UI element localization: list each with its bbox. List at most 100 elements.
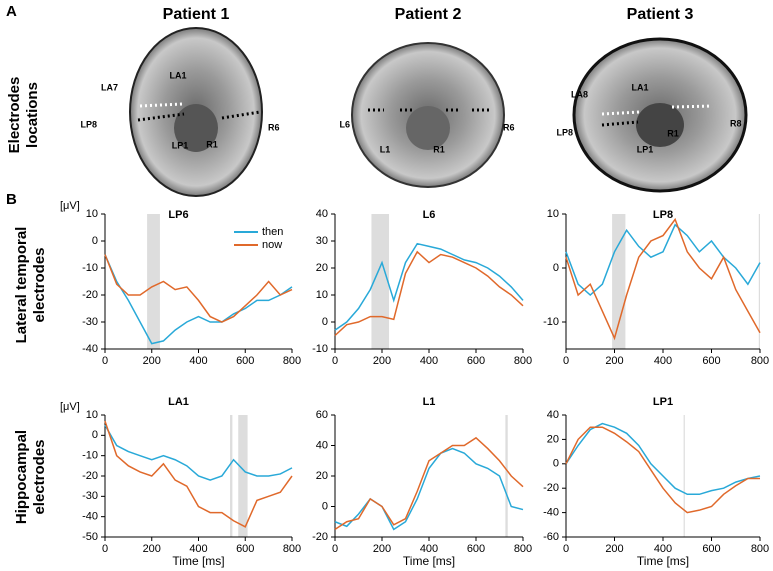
shaded-window (371, 214, 390, 349)
y-tick-label: 0 (92, 429, 98, 441)
electrode-label: R1 (667, 128, 679, 138)
x-tick-label: 400 (189, 355, 207, 367)
x-axis-label: Time [ms] (172, 554, 224, 568)
series-line (104, 254, 293, 345)
x-tick-label: 800 (751, 543, 769, 555)
electrode-row (139, 102, 183, 108)
chart-title: LP8 (653, 209, 673, 221)
electrode-label: LP1 (172, 140, 189, 150)
series-line (565, 217, 761, 341)
brain-images (129, 27, 748, 197)
electrode-label: R1 (433, 144, 445, 154)
shaded-window (230, 415, 233, 537)
electrode-dots (137, 102, 713, 127)
y-tick-label: -20 (543, 482, 559, 494)
x-tick-label: 200 (143, 355, 161, 367)
legend-label: now (262, 239, 282, 251)
chart-title: LA1 (168, 396, 189, 408)
y-unit-label: [μV] (60, 401, 80, 413)
y-tick-label: 10 (316, 289, 328, 301)
chart-title: LP6 (168, 209, 188, 221)
electrode-label: L1 (380, 144, 391, 154)
x-tick-label: 800 (283, 543, 301, 555)
y-tick-label: -50 (82, 531, 98, 543)
y-tick-label: 0 (553, 262, 559, 274)
electrode-label: R1 (206, 139, 218, 149)
shaded-window (612, 214, 626, 349)
row-label: Hippocampal (13, 430, 30, 524)
chart-title: L6 (423, 209, 436, 221)
electrode-row (601, 110, 641, 116)
y-tick-label: 40 (316, 208, 328, 220)
shaded-window (238, 415, 248, 537)
y-tick-label: -40 (82, 343, 98, 355)
y-tick-label: 0 (322, 500, 328, 512)
x-tick-label: 600 (236, 543, 254, 555)
y-unit-label: [μV] (60, 200, 80, 212)
series-line (565, 422, 761, 496)
x-tick-label: 600 (467, 543, 485, 555)
series-line (565, 426, 760, 514)
x-tick-label: 600 (467, 355, 485, 367)
electrode-row (671, 104, 713, 109)
row-label: Electrodes (6, 77, 23, 154)
electrode-label: LP8 (80, 119, 97, 129)
y-tick-label: 20 (316, 262, 328, 274)
y-tick-label: 30 (316, 235, 328, 247)
x-axis-label: Time [ms] (637, 554, 689, 568)
x-tick-label: 0 (563, 355, 569, 367)
y-tick-label: -40 (82, 511, 98, 523)
panel-label: A (6, 3, 17, 20)
y-tick-label: -10 (312, 343, 328, 355)
patient-label: Patient 2 (395, 6, 462, 23)
y-tick-label: -30 (82, 490, 98, 502)
patient-label: Patient 1 (163, 6, 230, 23)
x-tick-label: 400 (420, 543, 438, 555)
row-label: Lateral temporal (13, 227, 30, 344)
y-tick-label: 0 (322, 316, 328, 328)
brainstem (174, 104, 218, 152)
y-tick-label: -40 (543, 507, 559, 519)
y-tick-label: -20 (82, 470, 98, 482)
y-tick-label: 40 (547, 409, 559, 421)
x-tick-label: 600 (702, 355, 720, 367)
row-label: electrodes (31, 439, 48, 514)
y-tick-label: -20 (82, 289, 98, 301)
x-tick-label: 400 (654, 355, 672, 367)
x-tick-label: 200 (605, 355, 623, 367)
y-tick-label: 0 (553, 458, 559, 470)
x-tick-label: 600 (236, 355, 254, 367)
x-tick-label: 800 (283, 355, 301, 367)
electrode-label: R8 (730, 118, 742, 128)
series-line (565, 223, 761, 297)
shaded-window (505, 415, 508, 537)
electrode-label: R6 (503, 122, 515, 132)
patient-label: Patient 3 (627, 6, 694, 23)
brainstem (406, 106, 450, 150)
x-axis-label: Time [ms] (403, 554, 455, 568)
electrode-label: LP1 (637, 144, 654, 154)
x-tick-label: 0 (563, 543, 569, 555)
x-tick-label: 0 (102, 543, 108, 555)
x-tick-label: 600 (702, 543, 720, 555)
electrode-label: R6 (268, 122, 280, 132)
x-tick-label: 800 (514, 543, 532, 555)
chart-title: L1 (423, 396, 436, 408)
x-tick-label: 0 (102, 355, 108, 367)
electrode-label: LA8 (571, 89, 588, 99)
y-tick-label: 10 (547, 208, 559, 220)
electrode-row (221, 110, 261, 120)
y-tick-label: -60 (543, 531, 559, 543)
x-tick-label: 400 (420, 355, 438, 367)
x-tick-label: 0 (332, 355, 338, 367)
y-tick-label: 40 (316, 439, 328, 451)
y-tick-label: 20 (547, 433, 559, 445)
series-line (104, 254, 293, 323)
x-tick-label: 800 (751, 355, 769, 367)
